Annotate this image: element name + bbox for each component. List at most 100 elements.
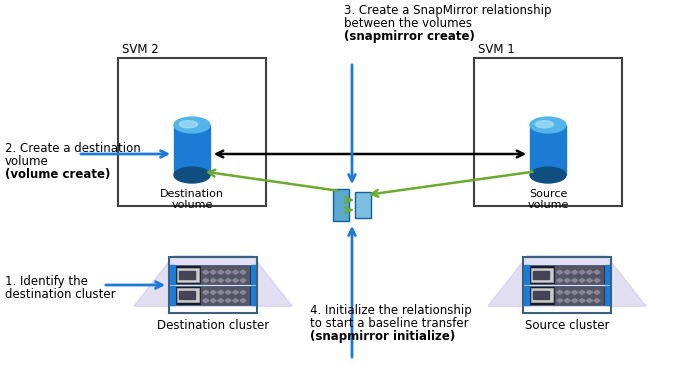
Polygon shape <box>579 270 585 274</box>
Bar <box>531 268 553 282</box>
Polygon shape <box>572 279 577 282</box>
Bar <box>530 125 566 175</box>
Polygon shape <box>564 270 570 274</box>
Bar <box>524 265 610 284</box>
Polygon shape <box>594 290 600 294</box>
Polygon shape <box>586 270 593 274</box>
Bar <box>251 265 256 284</box>
Text: Source: Source <box>529 189 567 199</box>
Ellipse shape <box>174 117 210 133</box>
Polygon shape <box>225 299 231 303</box>
Polygon shape <box>240 270 246 274</box>
Polygon shape <box>586 290 593 294</box>
Polygon shape <box>586 279 593 282</box>
Polygon shape <box>203 279 209 282</box>
Polygon shape <box>225 270 231 274</box>
Polygon shape <box>579 279 585 282</box>
Text: 3. Create a SnapMirror relationship: 3. Create a SnapMirror relationship <box>344 4 551 17</box>
Text: volume: volume <box>5 155 49 168</box>
Polygon shape <box>210 290 216 294</box>
Text: Destination cluster: Destination cluster <box>157 319 269 332</box>
Polygon shape <box>557 270 563 274</box>
Bar <box>605 285 610 305</box>
Polygon shape <box>218 290 224 294</box>
Polygon shape <box>488 256 646 306</box>
Polygon shape <box>233 290 238 294</box>
Polygon shape <box>594 279 600 282</box>
Polygon shape <box>579 299 585 303</box>
Bar <box>177 288 199 302</box>
Polygon shape <box>579 290 585 294</box>
Bar <box>533 271 549 279</box>
Polygon shape <box>210 279 216 282</box>
Bar <box>533 291 549 299</box>
Polygon shape <box>218 270 224 274</box>
Polygon shape <box>218 299 224 303</box>
Bar <box>333 189 349 221</box>
Polygon shape <box>203 270 209 274</box>
Polygon shape <box>564 279 570 282</box>
Polygon shape <box>557 299 563 303</box>
Bar <box>355 192 371 218</box>
Bar <box>555 287 603 304</box>
Polygon shape <box>233 299 238 303</box>
Polygon shape <box>564 290 570 294</box>
Polygon shape <box>240 279 246 282</box>
Bar <box>524 285 529 305</box>
Text: Destination: Destination <box>160 189 224 199</box>
Text: SVM 2: SVM 2 <box>122 43 158 56</box>
Bar <box>169 257 257 313</box>
Polygon shape <box>233 270 238 274</box>
Bar <box>555 266 603 284</box>
Polygon shape <box>572 290 577 294</box>
Ellipse shape <box>174 167 210 183</box>
Bar <box>118 58 266 206</box>
Polygon shape <box>586 299 593 303</box>
Text: between the volumes: between the volumes <box>344 17 472 30</box>
Polygon shape <box>240 299 246 303</box>
Bar <box>605 265 610 284</box>
Ellipse shape <box>530 167 566 183</box>
Bar <box>474 58 622 206</box>
Polygon shape <box>594 270 600 274</box>
Text: Source cluster: Source cluster <box>525 319 609 332</box>
Text: (volume create): (volume create) <box>5 168 110 181</box>
Bar <box>179 291 195 299</box>
Bar <box>251 285 256 305</box>
Bar <box>170 265 256 284</box>
Bar <box>531 288 553 302</box>
Bar <box>170 285 256 305</box>
Text: 4. Initialize the relationship: 4. Initialize the relationship <box>310 304 472 317</box>
Polygon shape <box>240 290 246 294</box>
Polygon shape <box>557 279 563 282</box>
Text: 1. Identify the: 1. Identify the <box>5 275 88 288</box>
Polygon shape <box>594 299 600 303</box>
Text: (snapmirror create): (snapmirror create) <box>344 30 475 43</box>
Bar <box>523 257 611 313</box>
Polygon shape <box>210 270 216 274</box>
Polygon shape <box>203 299 209 303</box>
Text: to start a baseline transfer: to start a baseline transfer <box>310 317 469 330</box>
Ellipse shape <box>530 117 566 133</box>
Text: SVM 1: SVM 1 <box>478 43 515 56</box>
Polygon shape <box>225 290 231 294</box>
Polygon shape <box>564 299 570 303</box>
Text: volume: volume <box>527 200 568 210</box>
Text: 2. Create a destination: 2. Create a destination <box>5 142 141 155</box>
Bar <box>200 287 249 304</box>
Ellipse shape <box>535 121 553 128</box>
Bar <box>174 125 210 175</box>
Polygon shape <box>233 279 238 282</box>
Text: destination cluster: destination cluster <box>5 288 116 301</box>
Bar <box>200 266 249 284</box>
Text: volume: volume <box>172 200 213 210</box>
Ellipse shape <box>179 121 198 128</box>
Polygon shape <box>225 279 231 282</box>
Polygon shape <box>218 279 224 282</box>
Polygon shape <box>572 270 577 274</box>
Polygon shape <box>134 256 292 306</box>
Polygon shape <box>557 290 563 294</box>
Bar <box>524 265 529 284</box>
Bar <box>524 285 610 305</box>
Bar <box>177 268 199 282</box>
